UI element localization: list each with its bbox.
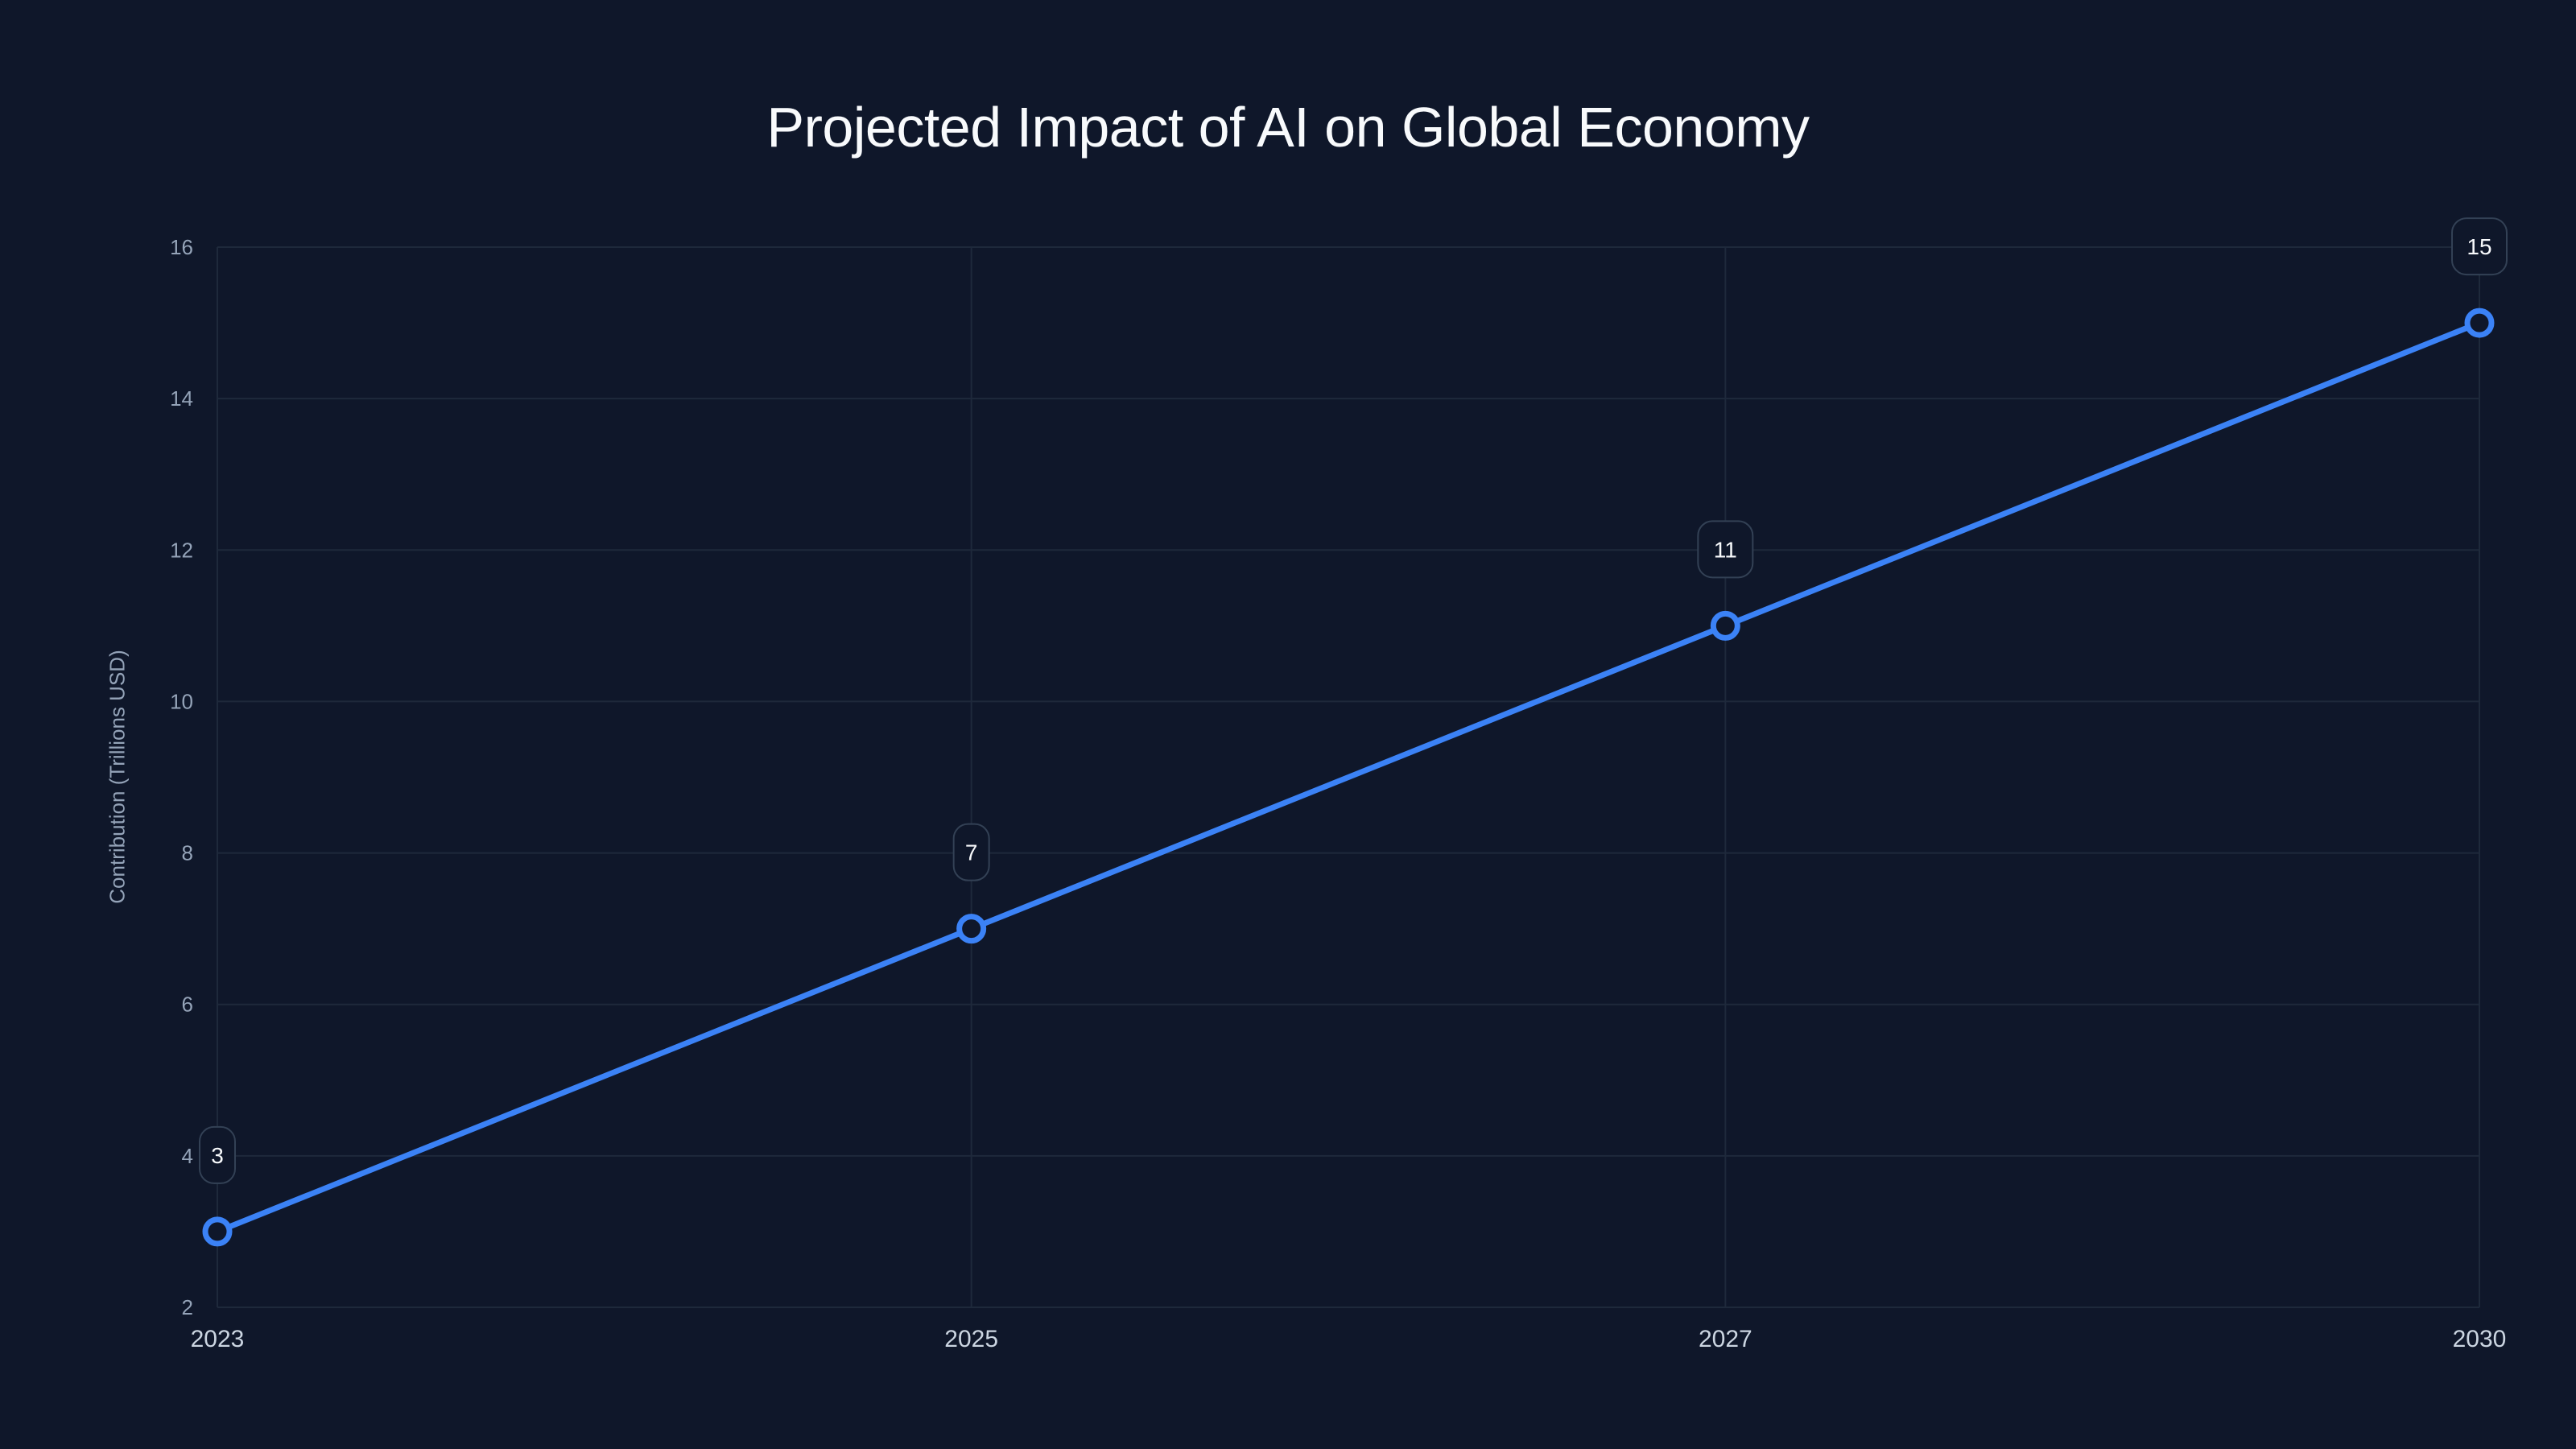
y-tick-label: 2 — [182, 1295, 193, 1319]
chart-title: Projected Impact of AI on Global Economy — [766, 96, 1810, 159]
data-label-value: 7 — [965, 840, 978, 865]
series-line — [214, 320, 2483, 1235]
y-tick-label: 16 — [170, 235, 193, 259]
data-label-value: 3 — [211, 1143, 224, 1168]
data-point-marker — [956, 914, 987, 944]
data-label-box — [1697, 520, 1754, 579]
y-tick-label: 14 — [170, 386, 193, 411]
data-label-value: 15 — [2467, 234, 2491, 259]
data-label-value: 11 — [1714, 537, 1737, 562]
y-tick-label: 4 — [182, 1144, 193, 1168]
data-point-marker — [202, 1216, 233, 1247]
y-tick-label: 6 — [182, 993, 193, 1017]
x-axis-ticks: 2023 2025 2027 2030 — [191, 1326, 2507, 1352]
data-label-box — [199, 1125, 236, 1184]
y-tick-label: 10 — [170, 689, 193, 713]
data-label-box — [2451, 217, 2508, 276]
grid-lines — [217, 246, 2480, 1308]
y-tick-label: 12 — [170, 538, 193, 562]
data-labels: 3 7 11 15 — [199, 217, 2508, 1184]
data-label-box — [952, 823, 990, 881]
x-tick-label: 2023 — [191, 1326, 245, 1352]
y-tick-label: 8 — [182, 841, 193, 865]
data-series — [202, 308, 2495, 1247]
y-axis-ticks: 2 4 6 8 10 12 14 16 — [170, 235, 193, 1319]
x-tick-label: 2025 — [944, 1326, 998, 1352]
data-point-marker — [1710, 610, 1740, 641]
data-point-marker — [2464, 308, 2495, 338]
x-tick-label: 2027 — [1699, 1326, 1752, 1352]
x-tick-label: 2030 — [2453, 1326, 2507, 1352]
